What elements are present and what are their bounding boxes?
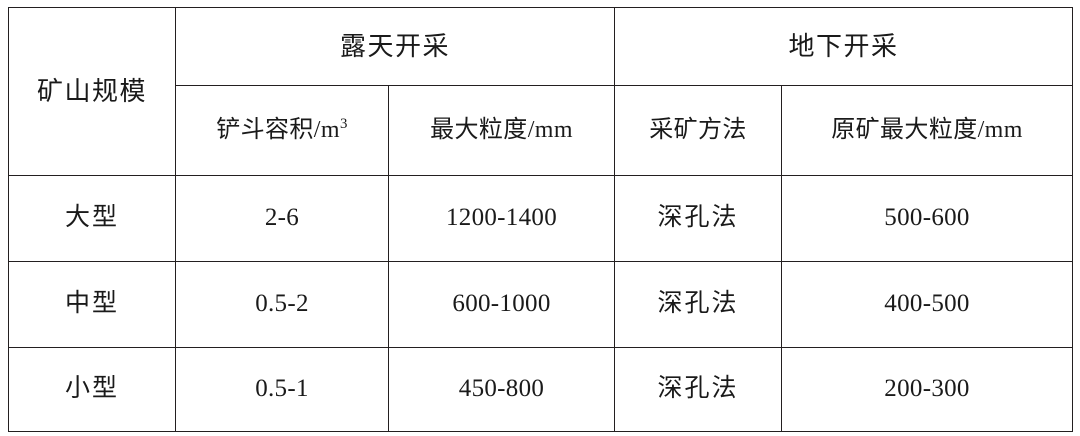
header-cell-mining-method: 采矿方法	[614, 85, 783, 176]
header-cell-open-pit-mining: 露天开采	[174, 7, 616, 86]
cell-bucket-capacity: 0.5-1	[175, 347, 389, 432]
cell-ore-max-grain: 500-600	[781, 175, 1074, 262]
header-label-bucket-capacity: 铲斗容积/m	[216, 116, 340, 143]
table-header-sub-row: 铲斗容积/m3 最大粒度/mm 采矿方法 原矿最大粒度/mm	[9, 85, 1074, 176]
header-cell-open-pit-max-grain: 最大粒度/mm	[387, 85, 616, 176]
table-header-group-row: 矿山规模 露天开采 地下开采	[8, 7, 1074, 176]
cell-ore-max-grain: 200-300	[781, 347, 1074, 432]
cell-bucket-capacity: 2-6	[175, 175, 389, 262]
cell-mining-method: 深孔法	[614, 347, 783, 432]
header-cell-mine-scale: 矿山规模	[8, 7, 176, 176]
cell-scale: 小型	[8, 347, 176, 432]
cell-open-pit-max-grain: 1200-1400	[387, 175, 616, 262]
header-cell-ore-max-grain: 原矿最大粒度/mm	[781, 85, 1074, 176]
cell-open-pit-max-grain: 450-800	[387, 347, 616, 432]
table-row: 小型 0.5-1 450-800 深孔法 200-300	[8, 347, 1074, 432]
cell-bucket-capacity: 0.5-2	[175, 261, 389, 348]
table-row: 中型 0.5-2 600-1000 深孔法 400-500	[8, 261, 1074, 348]
cell-ore-max-grain: 400-500	[781, 261, 1074, 348]
cell-mining-method: 深孔法	[614, 175, 783, 262]
header-cell-underground-mining: 地下开采	[614, 7, 1074, 86]
table-row: 大型 2-6 1200-1400 深孔法 500-600	[8, 175, 1074, 262]
mining-scale-table: 矿山规模 露天开采 地下开采 铲斗容积/m3 最大粒度/mm 采矿方法 原矿最大…	[8, 7, 1074, 432]
cell-open-pit-max-grain: 600-1000	[387, 261, 616, 348]
cell-scale: 中型	[8, 261, 176, 348]
cell-mining-method: 深孔法	[614, 261, 783, 348]
header-superscript-cubic: 3	[339, 115, 348, 132]
table-container: 矿山规模 露天开采 地下开采 铲斗容积/m3 最大粒度/mm 采矿方法 原矿最大…	[8, 7, 1074, 432]
cell-scale: 大型	[8, 175, 176, 262]
header-cell-bucket-capacity: 铲斗容积/m3	[175, 85, 389, 176]
